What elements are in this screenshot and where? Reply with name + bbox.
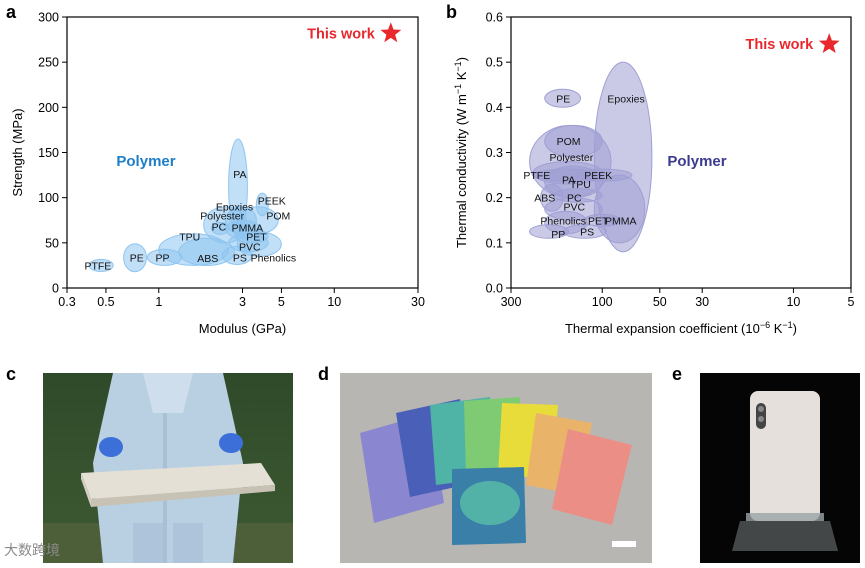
label-pp: PP	[551, 229, 565, 241]
x-tick-label: 10	[786, 295, 800, 309]
x-tick-label: 5	[278, 295, 285, 309]
label-pmma: PMMA	[232, 223, 264, 235]
label-pet: PET	[588, 215, 609, 227]
label-polyester: Polyester	[550, 152, 594, 164]
label-pp: PP	[155, 252, 169, 264]
x-tick-label: 1	[155, 295, 162, 309]
y-axis-label: Strength (MPa)	[10, 108, 25, 196]
panel-label-a: a	[6, 2, 17, 22]
label-phenolics: Phenolics	[251, 252, 297, 264]
x-tick-label: 3	[239, 295, 246, 309]
label-peek: PEEK	[584, 170, 612, 182]
x-tick-label: 30	[411, 295, 425, 309]
label-peek: PEEK	[258, 195, 286, 207]
y-tick-label: 0.1	[486, 236, 503, 250]
photo-colored-tiles	[340, 373, 652, 563]
watermark-text: 大数跨境	[4, 543, 60, 559]
y-tick-label: 250	[38, 56, 59, 70]
x-tick-label: 5	[848, 295, 855, 309]
label-pvc: PVC	[239, 241, 261, 253]
y-tick-label: 200	[38, 101, 59, 115]
label-tpu: TPU	[179, 232, 200, 244]
x-tick-label: 100	[592, 295, 613, 309]
label-pe: PE	[556, 93, 570, 105]
x-tick-label: 0.3	[58, 295, 75, 309]
x-tick-label: 50	[653, 295, 667, 309]
label-tpu: TPU	[570, 179, 591, 191]
y-tick-label: 150	[38, 146, 59, 160]
panel-label-b: b	[446, 2, 457, 22]
label-pa: PA	[233, 169, 246, 181]
y-axis-label: Thermal conductivity (W m−1 K−1)	[453, 57, 469, 248]
region-ps	[562, 224, 607, 239]
y-tick-label: 0	[52, 282, 59, 296]
region-ptfe	[88, 258, 114, 272]
panel-label-c: c	[6, 364, 17, 384]
y-tick-label: 0.2	[486, 191, 503, 205]
y-tick-label: 0.5	[486, 56, 503, 70]
this-work-star	[818, 33, 840, 53]
panel-label-e: e	[672, 364, 683, 384]
region-pe	[123, 243, 147, 273]
photo-person-holding-panel	[43, 373, 293, 563]
label-epoxies: Epoxies	[216, 202, 253, 214]
label-pc: PC	[212, 222, 227, 234]
label-pom: POM	[557, 136, 581, 148]
label-epoxies: Epoxies	[607, 93, 644, 105]
label-abs: ABS	[534, 193, 555, 205]
label-pe: PE	[130, 252, 144, 264]
this-work-star	[380, 22, 402, 43]
label-phenolics: Phenolics	[540, 215, 586, 227]
label-ps: PS	[233, 252, 247, 264]
x-tick-label: 0.5	[97, 295, 114, 309]
y-tick-label: 0.6	[486, 11, 503, 25]
label-pvc: PVC	[564, 202, 586, 214]
x-tick-label: 10	[327, 295, 341, 309]
this-work-label: This work	[307, 26, 376, 42]
region-pa	[228, 138, 248, 235]
label-pc: PC	[567, 193, 582, 205]
label-pet: PET	[246, 232, 267, 244]
y-tick-label: 0.0	[486, 282, 503, 296]
label-pa: PA	[562, 175, 575, 187]
region-pmma	[593, 174, 646, 244]
label-ptfe: PTFE	[523, 170, 550, 182]
this-work-label: This work	[746, 37, 815, 53]
label-polyester: Polyester	[200, 211, 244, 223]
x-tick-label: 30	[695, 295, 709, 309]
x-tick-label: 300	[501, 295, 522, 309]
label-ps: PS	[580, 227, 594, 239]
label-pom: POM	[266, 211, 290, 223]
x-axis-label: Modulus (GPa)	[199, 321, 286, 336]
group-label-polymer: Polymer	[667, 153, 726, 170]
label-pmma: PMMA	[605, 215, 637, 227]
panel-label-d: d	[318, 364, 329, 384]
photo-phone-back	[700, 373, 860, 563]
y-tick-label: 100	[38, 191, 59, 205]
y-tick-label: 300	[38, 11, 59, 25]
region-tpu	[158, 233, 230, 266]
group-label-polymer: Polymer	[116, 153, 175, 170]
y-tick-label: 50	[45, 236, 59, 250]
y-tick-label: 0.4	[486, 101, 503, 115]
region-peek	[255, 192, 269, 217]
x-axis-label: Thermal expansion coefficient (10−6 K−1)	[565, 320, 797, 336]
label-abs: ABS	[197, 253, 218, 265]
y-tick-label: 0.3	[486, 146, 503, 160]
label-ptfe: PTFE	[84, 260, 111, 272]
region-pe	[544, 88, 581, 108]
